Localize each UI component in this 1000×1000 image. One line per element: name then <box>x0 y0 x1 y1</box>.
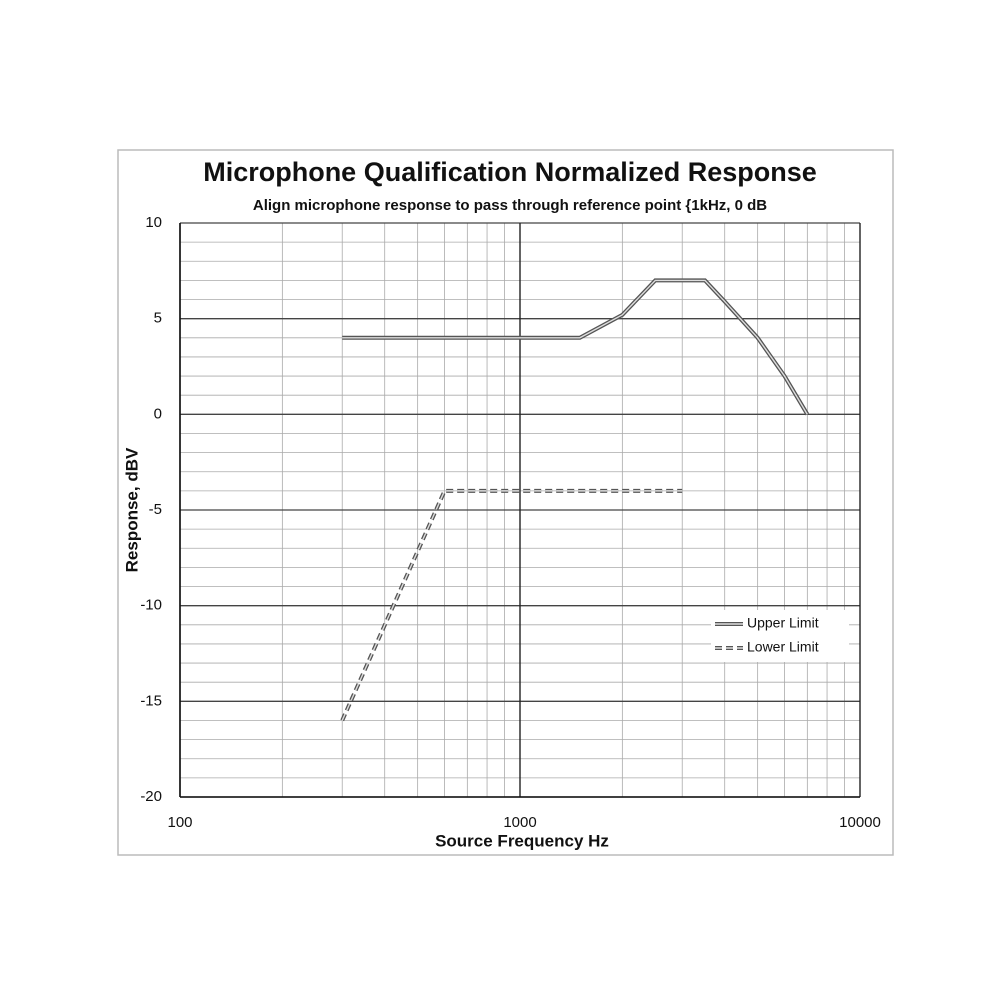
y-tick-label: 5 <box>154 310 162 327</box>
legend-label: Lower Limit <box>747 639 819 655</box>
y-tick-label: -5 <box>149 501 162 518</box>
legend-box <box>711 610 849 662</box>
x-tick-label: 1000 <box>503 814 536 831</box>
x-axis-label: Source Frequency Hz <box>435 831 609 850</box>
y-tick-label: -10 <box>140 597 162 614</box>
chart-title: Microphone Qualification Normalized Resp… <box>203 157 817 187</box>
chart-frame <box>117 149 894 856</box>
y-tick-label: -20 <box>140 788 162 805</box>
y-tick-label: 10 <box>145 214 162 231</box>
x-tick-label: 10000 <box>839 814 881 831</box>
series-line-core <box>341 490 683 721</box>
series-line-core <box>342 279 808 415</box>
x-tick-label: 100 <box>167 814 192 831</box>
chart-subtitle: Align microphone response to pass throug… <box>253 197 767 214</box>
legend-label: Upper Limit <box>747 615 819 631</box>
y-tick-label: -15 <box>140 692 162 709</box>
y-tick-label: 0 <box>154 405 162 422</box>
y-axis-label: Response, dBV <box>122 447 141 572</box>
